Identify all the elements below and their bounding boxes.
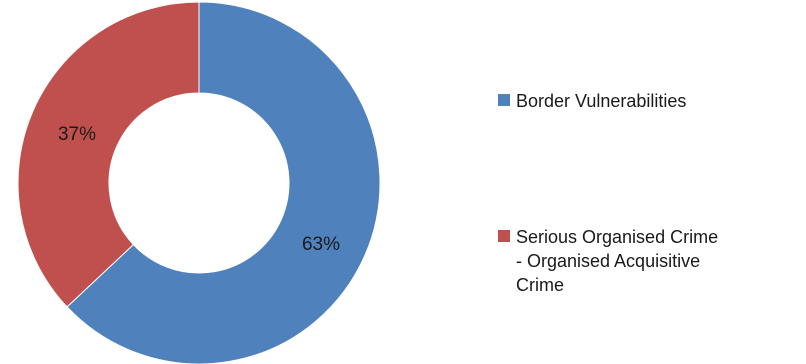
slice-border-vulnerabilities (66, 1, 381, 364)
legend-item-border-vulnerabilities: Border Vulnerabilities (498, 89, 796, 113)
legend-item-serious-organised-crime: Serious Organised Crime - Organised Acqu… (498, 225, 796, 297)
data-label-serious-organised-crime: 37% (58, 124, 96, 145)
slice-serious-organised-crime (17, 1, 200, 308)
legend-swatch-border-vulnerabilities (498, 94, 510, 106)
legend-label-serious-organised-crime: Serious Organised Crime - Organised Acqu… (516, 227, 719, 295)
legend-swatch-serious-organised-crime (498, 230, 510, 242)
chart-legend: Border Vulnerabilities Serious Organised… (498, 0, 798, 364)
data-label-border-vulnerabilities: 63% (302, 234, 340, 255)
legend-label-border-vulnerabilities: Border Vulnerabilities (516, 91, 687, 111)
